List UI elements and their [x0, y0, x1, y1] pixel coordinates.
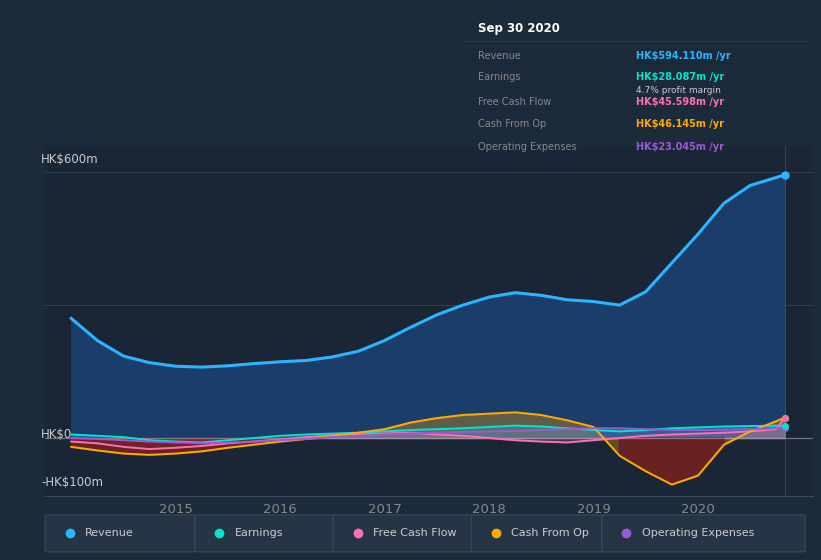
- FancyBboxPatch shape: [333, 515, 475, 552]
- Text: Cash From Op: Cash From Op: [478, 119, 546, 129]
- Text: HK$594.110m /yr: HK$594.110m /yr: [636, 50, 731, 60]
- FancyBboxPatch shape: [195, 515, 337, 552]
- Text: Operating Expenses: Operating Expenses: [478, 142, 576, 152]
- Text: HK$28.087m /yr: HK$28.087m /yr: [636, 72, 724, 82]
- Text: Earnings: Earnings: [478, 72, 521, 82]
- Text: HK$600m: HK$600m: [41, 152, 99, 166]
- Text: HK$0: HK$0: [41, 428, 72, 441]
- Text: Operating Expenses: Operating Expenses: [641, 529, 754, 538]
- Text: HK$45.598m /yr: HK$45.598m /yr: [636, 97, 724, 108]
- Text: Revenue: Revenue: [85, 529, 134, 538]
- Text: -HK$100m: -HK$100m: [41, 476, 103, 489]
- Text: Free Cash Flow: Free Cash Flow: [373, 529, 456, 538]
- FancyBboxPatch shape: [45, 515, 195, 552]
- FancyBboxPatch shape: [471, 515, 606, 552]
- Text: Earnings: Earnings: [235, 529, 283, 538]
- FancyBboxPatch shape: [602, 515, 805, 552]
- Text: HK$23.045m /yr: HK$23.045m /yr: [636, 142, 724, 152]
- Text: HK$46.145m /yr: HK$46.145m /yr: [636, 119, 724, 129]
- Text: Sep 30 2020: Sep 30 2020: [478, 22, 560, 35]
- Text: Free Cash Flow: Free Cash Flow: [478, 97, 551, 108]
- Text: 4.7% profit margin: 4.7% profit margin: [636, 86, 721, 95]
- Text: Cash From Op: Cash From Op: [511, 529, 589, 538]
- Text: Revenue: Revenue: [478, 50, 521, 60]
